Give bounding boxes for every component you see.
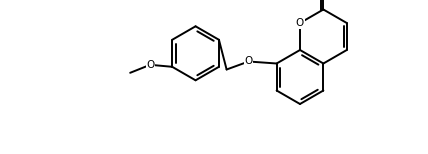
Text: O: O bbox=[244, 57, 253, 67]
Text: O: O bbox=[296, 18, 304, 28]
Text: O: O bbox=[146, 60, 155, 70]
